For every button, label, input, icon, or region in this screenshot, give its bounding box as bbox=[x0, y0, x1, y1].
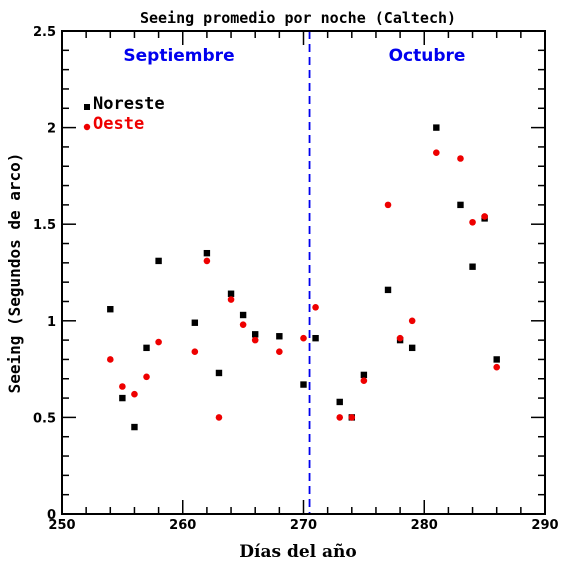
point-noreste bbox=[252, 331, 259, 338]
legend-marker-noreste bbox=[84, 104, 90, 110]
point-noreste bbox=[408, 344, 416, 352]
point-oeste bbox=[336, 414, 344, 421]
point-oeste bbox=[348, 414, 356, 421]
point-oeste bbox=[143, 373, 150, 381]
y-tick-label: 1 bbox=[47, 315, 56, 330]
point-oeste bbox=[384, 201, 392, 209]
point-oeste bbox=[360, 377, 368, 384]
point-oeste bbox=[469, 218, 476, 226]
y-tick-label: 1.5 bbox=[33, 218, 56, 233]
legend-label-oeste: Oeste bbox=[93, 114, 144, 134]
point-oeste bbox=[227, 296, 235, 303]
point-noreste bbox=[336, 398, 343, 406]
plot-frame bbox=[61, 30, 546, 515]
point-oeste bbox=[131, 390, 138, 398]
x-tick-label: 270 bbox=[290, 518, 317, 533]
point-oeste bbox=[312, 303, 319, 311]
legend-marker-oeste bbox=[83, 123, 91, 131]
annotation-septiembre: Septiembre bbox=[123, 46, 234, 66]
point-noreste bbox=[469, 263, 476, 270]
point-oeste bbox=[481, 213, 488, 220]
legend: Noreste Oeste bbox=[83, 94, 165, 134]
point-noreste bbox=[384, 286, 392, 294]
point-oeste bbox=[493, 363, 501, 371]
x-axis-label: Días del año bbox=[239, 542, 357, 562]
chart-title: Seeing promedio por noche (Caltech) bbox=[140, 9, 456, 27]
point-oeste bbox=[215, 414, 223, 421]
point-noreste bbox=[143, 344, 150, 352]
point-noreste bbox=[300, 381, 307, 388]
point-oeste bbox=[107, 356, 114, 363]
point-noreste bbox=[433, 124, 440, 131]
point-oeste bbox=[251, 336, 259, 344]
point-noreste bbox=[312, 334, 319, 342]
point-noreste bbox=[203, 249, 211, 257]
point-noreste bbox=[457, 201, 464, 209]
point-noreste bbox=[131, 423, 138, 431]
y-tick-label: 0.5 bbox=[33, 411, 56, 426]
x-tick-label: 290 bbox=[531, 518, 558, 533]
point-noreste bbox=[227, 290, 235, 297]
point-noreste bbox=[493, 356, 500, 363]
x-tick-label: 250 bbox=[48, 518, 75, 533]
y-tick-label: 2.5 bbox=[33, 25, 56, 40]
point-noreste bbox=[215, 369, 223, 377]
point-oeste bbox=[119, 383, 126, 390]
point-noreste bbox=[276, 333, 283, 340]
point-oeste bbox=[300, 334, 307, 342]
point-noreste bbox=[119, 394, 126, 402]
point-oeste bbox=[155, 338, 162, 346]
y-axis-label: Seeing (Segundos de arco) bbox=[5, 153, 24, 394]
point-noreste bbox=[107, 306, 114, 313]
point-oeste bbox=[203, 257, 211, 265]
x-tick-label: 260 bbox=[169, 518, 196, 533]
annotation-octubre: Octubre bbox=[389, 46, 466, 66]
x-tick-label: 280 bbox=[411, 518, 438, 533]
point-oeste bbox=[433, 149, 440, 157]
data-points bbox=[107, 124, 501, 431]
point-oeste bbox=[276, 348, 283, 356]
point-noreste bbox=[155, 257, 162, 265]
point-oeste bbox=[457, 155, 464, 162]
point-noreste bbox=[239, 311, 247, 319]
legend-label-noreste: Noreste bbox=[93, 94, 165, 114]
point-oeste bbox=[191, 348, 199, 356]
point-oeste bbox=[239, 321, 247, 328]
y-tick-label: 0 bbox=[47, 508, 56, 523]
point-noreste bbox=[360, 371, 368, 379]
axis-ticks: 250 260 270 280 290 0 0.5 1 1.5 2 2.5 bbox=[33, 25, 559, 533]
point-oeste bbox=[408, 317, 416, 325]
point-oeste bbox=[396, 334, 404, 342]
y-tick-label: 2 bbox=[47, 122, 56, 137]
point-noreste bbox=[191, 319, 199, 326]
